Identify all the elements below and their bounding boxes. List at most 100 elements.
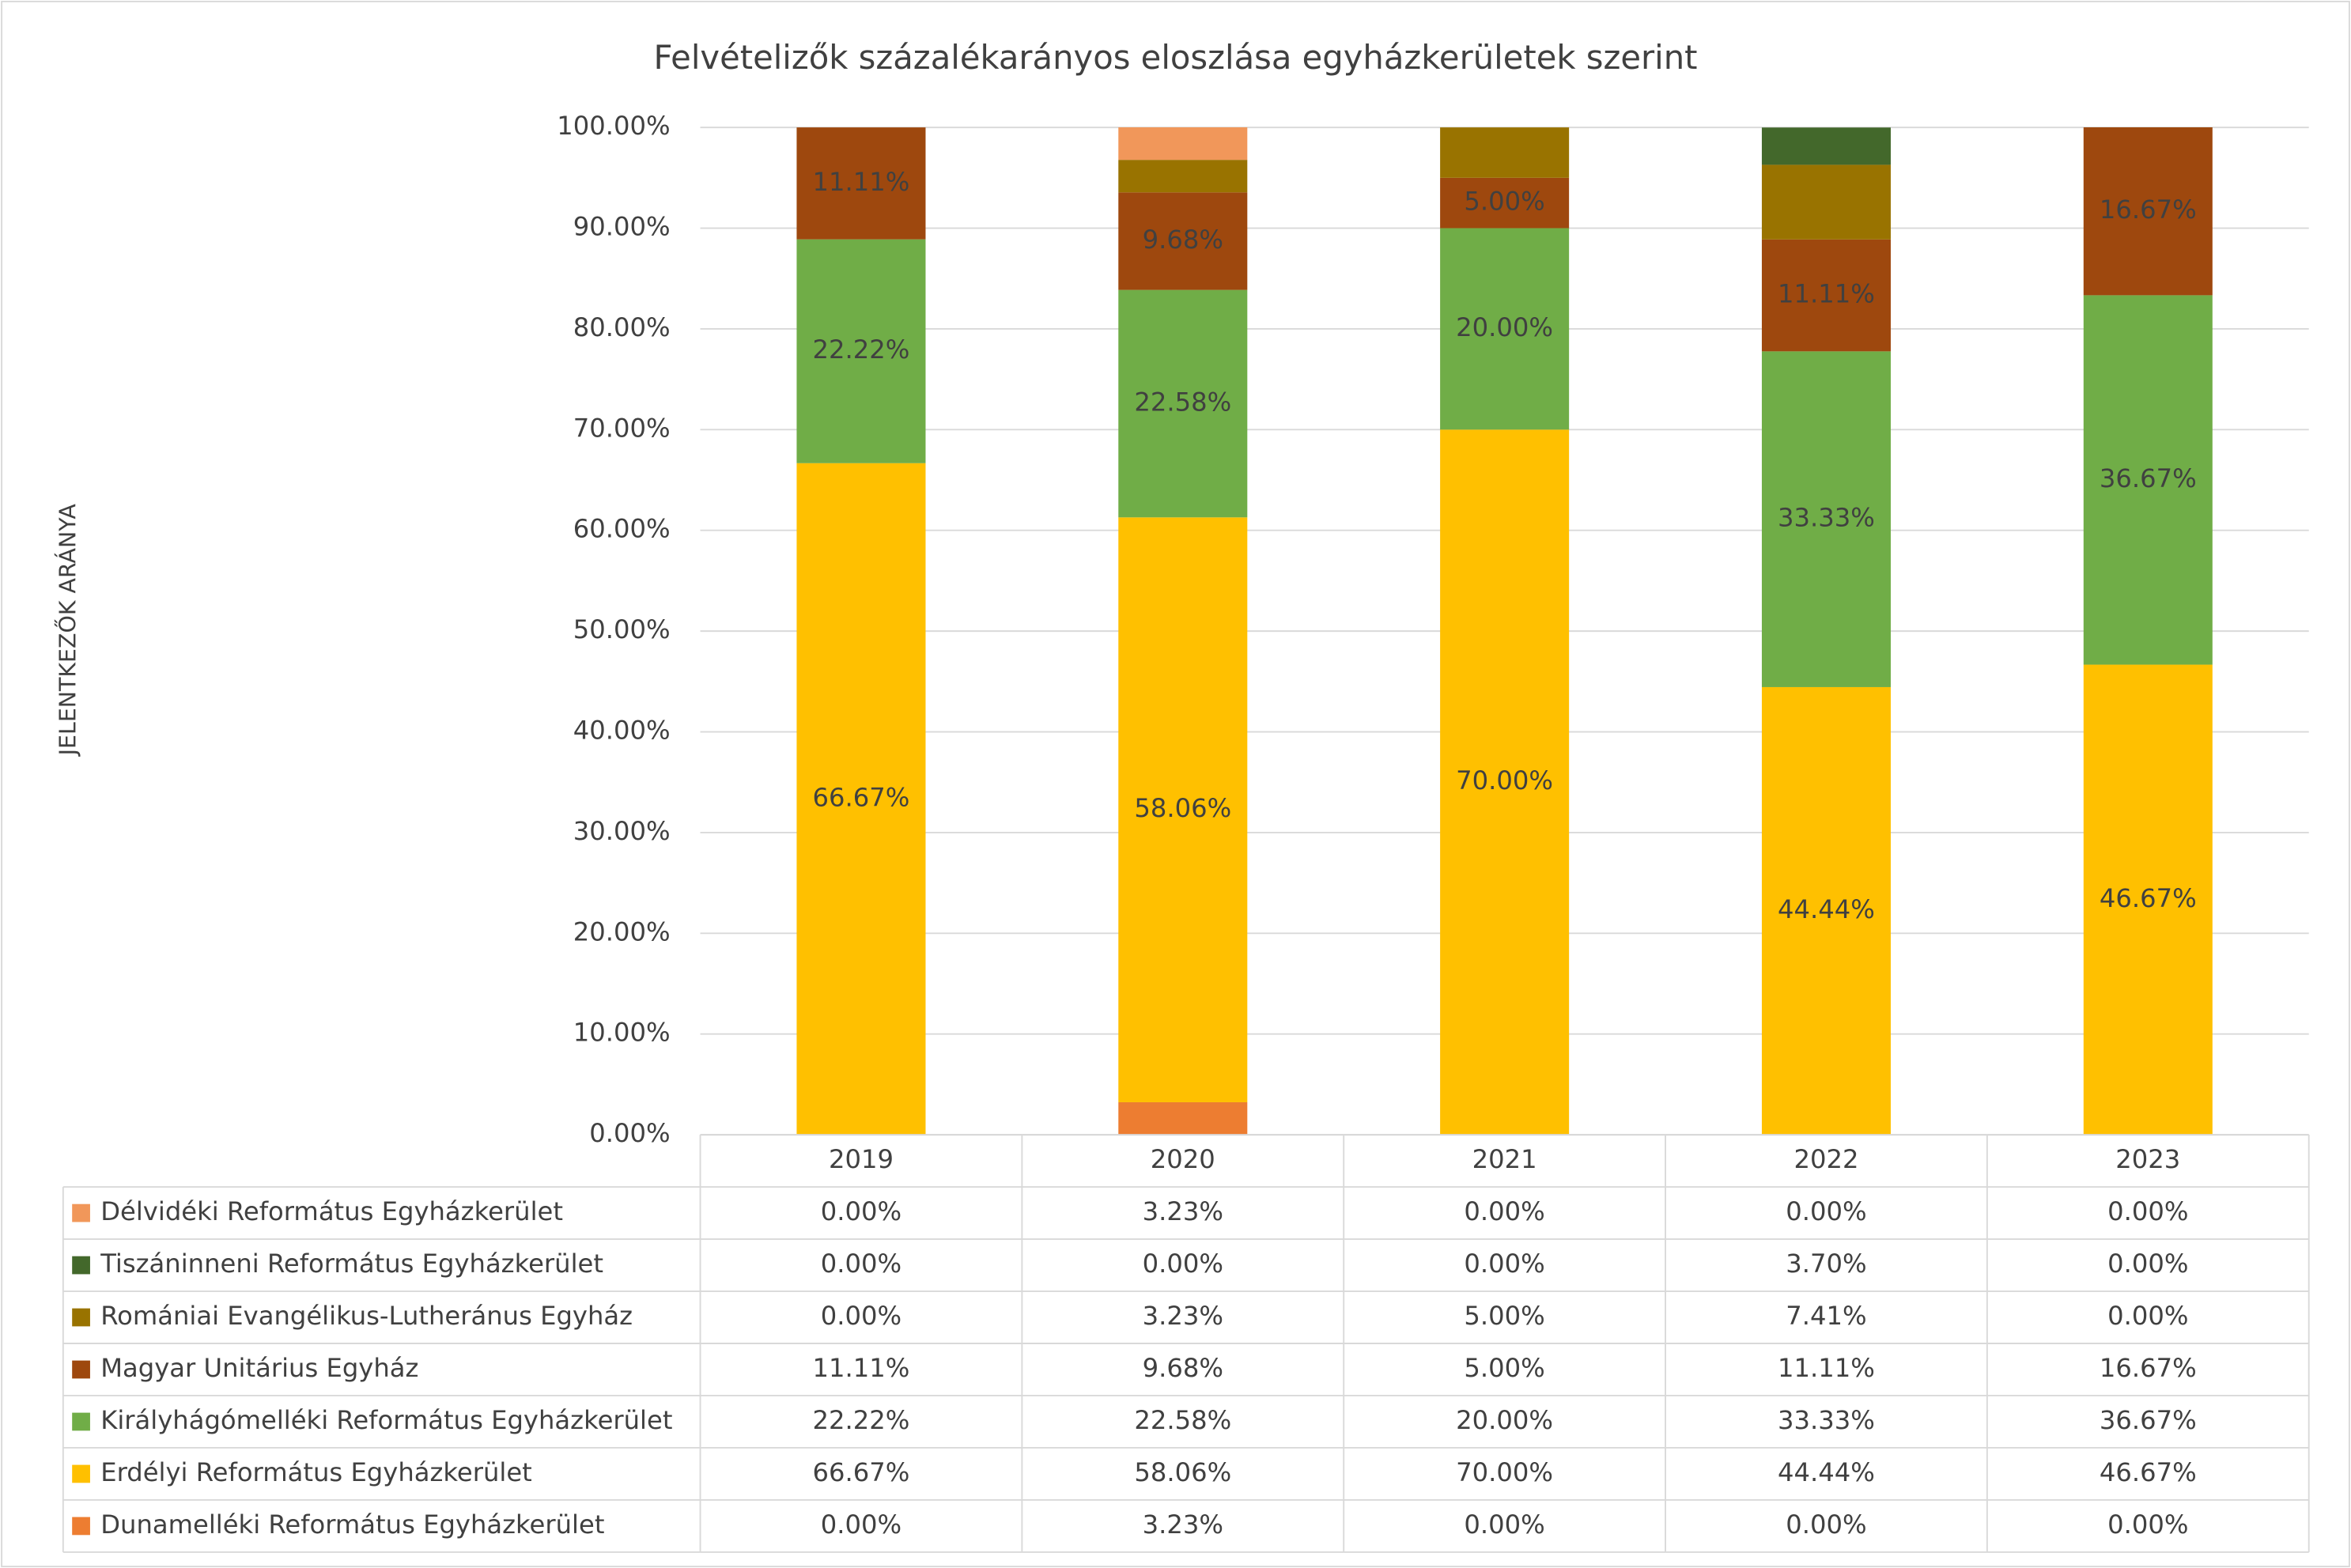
y-tick-label: 60.00% xyxy=(573,514,671,544)
legend-swatch xyxy=(72,1464,90,1483)
legend-label: Romániai Evangélikus-Lutheránus Egyház xyxy=(100,1301,633,1331)
table-cell: 66.67% xyxy=(813,1457,910,1487)
table-cell: 0.00% xyxy=(1464,1249,1544,1279)
chart-title: Felvételizők százalékarányos eloszlása e… xyxy=(653,38,1697,77)
legend-label: Délvidéki Református Egyházkerület xyxy=(100,1196,563,1226)
y-tick-label: 30.00% xyxy=(573,816,671,846)
bar-segment xyxy=(1118,192,1248,290)
bar-segment xyxy=(1761,239,1891,352)
table-cell: 11.11% xyxy=(1778,1353,1875,1383)
data-label: 11.11% xyxy=(813,167,910,197)
table-cell: 0.00% xyxy=(821,1196,901,1226)
y-tick-label: 90.00% xyxy=(573,212,671,242)
table-cell: 0.00% xyxy=(1464,1509,1544,1540)
table-cell: 0.00% xyxy=(821,1249,901,1279)
legend-swatch xyxy=(72,1412,90,1431)
data-label: 11.11% xyxy=(1778,279,1875,309)
data-label: 33.33% xyxy=(1778,503,1875,533)
bar-segment xyxy=(1761,164,1891,240)
legend-label: Erdélyi Református Egyházkerület xyxy=(100,1457,532,1487)
data-label: 66.67% xyxy=(813,782,910,812)
bar-segment xyxy=(1118,160,1248,193)
legend-swatch xyxy=(72,1308,90,1327)
data-label: 58.06% xyxy=(1134,793,1231,823)
legend-swatch xyxy=(72,1256,90,1275)
bar-segment xyxy=(1761,127,1891,165)
table-cell: 0.00% xyxy=(1786,1509,1866,1540)
table-cell: 70.00% xyxy=(1456,1457,1553,1487)
bar-segment xyxy=(796,239,926,463)
table-cell: 36.67% xyxy=(2100,1405,2197,1435)
y-tick-label: 20.00% xyxy=(573,916,671,946)
table-cell: 7.41% xyxy=(1786,1301,1866,1331)
legend-label: Magyar Unitárius Egyház xyxy=(100,1353,418,1383)
bar-segment xyxy=(1118,127,1248,161)
data-label: 5.00% xyxy=(1464,187,1544,217)
y-tick-label: 10.00% xyxy=(573,1018,671,1048)
data-label: 16.67% xyxy=(2100,195,2197,225)
table-cell: 11.11% xyxy=(813,1353,910,1383)
table-cell: 0.00% xyxy=(821,1509,901,1540)
bar-segment xyxy=(1761,351,1891,687)
data-label: 20.00% xyxy=(1456,312,1553,342)
x-tick-label: 2021 xyxy=(1472,1144,1537,1174)
table-cell: 0.00% xyxy=(2107,1509,2188,1540)
table-cell: 20.00% xyxy=(1456,1405,1553,1435)
bar-segment xyxy=(2083,127,2213,296)
data-label: 22.58% xyxy=(1134,387,1231,417)
table-cell: 44.44% xyxy=(1778,1457,1875,1487)
bar-segment xyxy=(1118,1101,1248,1135)
x-tick-label: 2022 xyxy=(1793,1144,1858,1174)
table-cell: 0.00% xyxy=(821,1301,901,1331)
bar-segment xyxy=(796,127,926,240)
table-cell: 0.00% xyxy=(2107,1196,2188,1226)
bar-segment xyxy=(1761,686,1891,1135)
x-tick-label: 2023 xyxy=(2115,1144,2180,1174)
data-label: 46.67% xyxy=(2100,883,2197,913)
legend-label: Tiszáninneni Református Egyházkerület xyxy=(100,1249,603,1279)
data-label: 44.44% xyxy=(1778,894,1875,924)
bar-segment xyxy=(2083,664,2213,1135)
bar-segment xyxy=(1118,289,1248,518)
table-cell: 0.00% xyxy=(2107,1301,2188,1331)
x-tick-label: 2020 xyxy=(1151,1144,1215,1174)
bar-segment xyxy=(1440,429,1570,1135)
y-tick-label: 100.00% xyxy=(557,111,670,141)
data-label: 22.22% xyxy=(813,334,910,365)
table-cell: 5.00% xyxy=(1464,1301,1544,1331)
table-cell: 3.23% xyxy=(1143,1196,1223,1226)
table-cell: 0.00% xyxy=(1143,1249,1223,1279)
y-tick-label: 0.00% xyxy=(589,1118,670,1148)
table-cell: 0.00% xyxy=(1464,1196,1544,1226)
table-cell: 33.33% xyxy=(1778,1405,1875,1435)
bar-segment xyxy=(1440,228,1570,430)
legend-label: Királyhágómelléki Református Egyházkerül… xyxy=(100,1405,672,1435)
table-cell: 3.23% xyxy=(1143,1301,1223,1331)
y-tick-label: 50.00% xyxy=(573,614,671,644)
bar-segment xyxy=(2083,295,2213,665)
legend-swatch xyxy=(72,1203,90,1222)
table-cell: 9.68% xyxy=(1143,1353,1223,1383)
y-axis-label: JELENTKEZŐK ARÁNYA xyxy=(54,504,81,758)
legend-swatch xyxy=(72,1360,90,1379)
bar-segment xyxy=(1118,517,1248,1102)
table-cell: 58.06% xyxy=(1134,1457,1231,1487)
y-tick-label: 70.00% xyxy=(573,413,671,443)
data-label: 36.67% xyxy=(2100,463,2197,493)
data-label: 70.00% xyxy=(1456,765,1553,795)
table-cell: 0.00% xyxy=(2107,1249,2188,1279)
y-tick-label: 40.00% xyxy=(573,716,671,746)
x-tick-label: 2019 xyxy=(829,1144,894,1174)
bar-segment xyxy=(1440,177,1570,229)
table-cell: 5.00% xyxy=(1464,1353,1544,1383)
table-cell: 0.00% xyxy=(1786,1196,1866,1226)
legend-label: Dunamelléki Református Egyházkerület xyxy=(100,1509,604,1540)
table-cell: 16.67% xyxy=(2100,1353,2197,1383)
table-cell: 46.67% xyxy=(2100,1457,2197,1487)
table-cell: 22.58% xyxy=(1134,1405,1231,1435)
y-tick-label: 80.00% xyxy=(573,312,671,342)
bar-segment xyxy=(1440,127,1570,178)
data-label: 9.68% xyxy=(1143,225,1223,255)
